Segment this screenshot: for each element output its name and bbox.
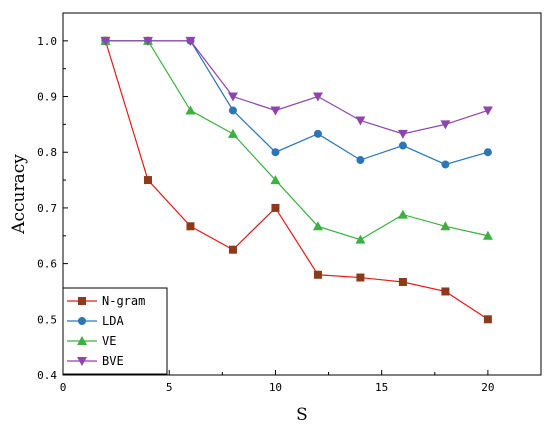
data-point	[482, 106, 493, 116]
data-point	[270, 175, 281, 185]
y-tick-label: 1.0	[37, 35, 57, 48]
legend-marker	[77, 336, 87, 345]
legend-marker	[78, 297, 86, 305]
data-point	[356, 273, 365, 282]
legend-label: N-gram	[102, 294, 145, 308]
y-tick-label: 0.4	[37, 369, 57, 382]
series-layer	[100, 35, 493, 324]
x-tick-label: 0	[60, 381, 67, 394]
series-line	[105, 40, 489, 166]
data-point	[142, 36, 153, 46]
data-point	[186, 222, 195, 231]
data-point	[440, 221, 451, 231]
x-tick-label: 15	[375, 381, 388, 394]
y-axis-ticks: 0.4 0.5 0.6 0.7 0.8 0.9 1.0	[37, 35, 68, 382]
legend-marker	[78, 317, 86, 325]
series-bve	[100, 36, 493, 139]
series-line	[105, 40, 489, 135]
data-point	[355, 116, 366, 126]
series-line	[105, 40, 489, 241]
data-point	[397, 209, 408, 219]
y-tick-label: 0.9	[37, 91, 57, 104]
series-lda	[101, 36, 492, 169]
data-point	[228, 245, 237, 254]
data-point	[313, 129, 322, 138]
data-point	[100, 36, 111, 46]
series-line	[104, 40, 489, 320]
plot-area	[62, 12, 542, 376]
y-tick-label: 0.5	[37, 313, 57, 326]
data-point	[312, 92, 323, 102]
plot-border	[62, 12, 542, 376]
legend: N-gram LDA VE BVE	[62, 287, 168, 375]
data-point	[185, 105, 196, 115]
y-axis-title: Accuracy	[9, 154, 29, 235]
data-point	[483, 148, 492, 157]
data-point	[227, 128, 238, 138]
data-point	[270, 106, 281, 116]
data-point	[398, 277, 407, 286]
data-point	[483, 315, 492, 324]
data-point	[228, 106, 237, 115]
data-point	[356, 156, 365, 165]
data-point	[355, 234, 366, 244]
data-point	[440, 120, 451, 130]
data-point	[313, 270, 322, 279]
legend-label: LDA	[102, 314, 124, 328]
y-tick-label: 0.6	[37, 258, 57, 271]
data-point	[227, 92, 238, 102]
legend-marker	[77, 357, 87, 366]
series-n-gram	[101, 36, 492, 324]
data-point	[398, 141, 407, 150]
data-point	[397, 129, 408, 139]
data-point	[482, 230, 493, 240]
x-tick-label: 5	[166, 381, 173, 394]
data-point	[143, 176, 152, 185]
data-point	[441, 160, 450, 169]
data-point	[312, 221, 323, 231]
data-point	[185, 36, 196, 46]
data-point	[271, 148, 280, 157]
data-point	[441, 287, 450, 296]
y-tick-label: 0.7	[37, 202, 57, 215]
x-tick-label: 10	[269, 381, 282, 394]
data-point	[271, 203, 280, 212]
x-axis-title: S	[296, 405, 308, 425]
y-tick-label: 0.8	[37, 146, 57, 159]
legend-label: BVE	[102, 354, 124, 368]
series-ve	[100, 35, 493, 244]
legend-label: VE	[102, 334, 116, 348]
x-tick-label: 20	[481, 381, 494, 394]
